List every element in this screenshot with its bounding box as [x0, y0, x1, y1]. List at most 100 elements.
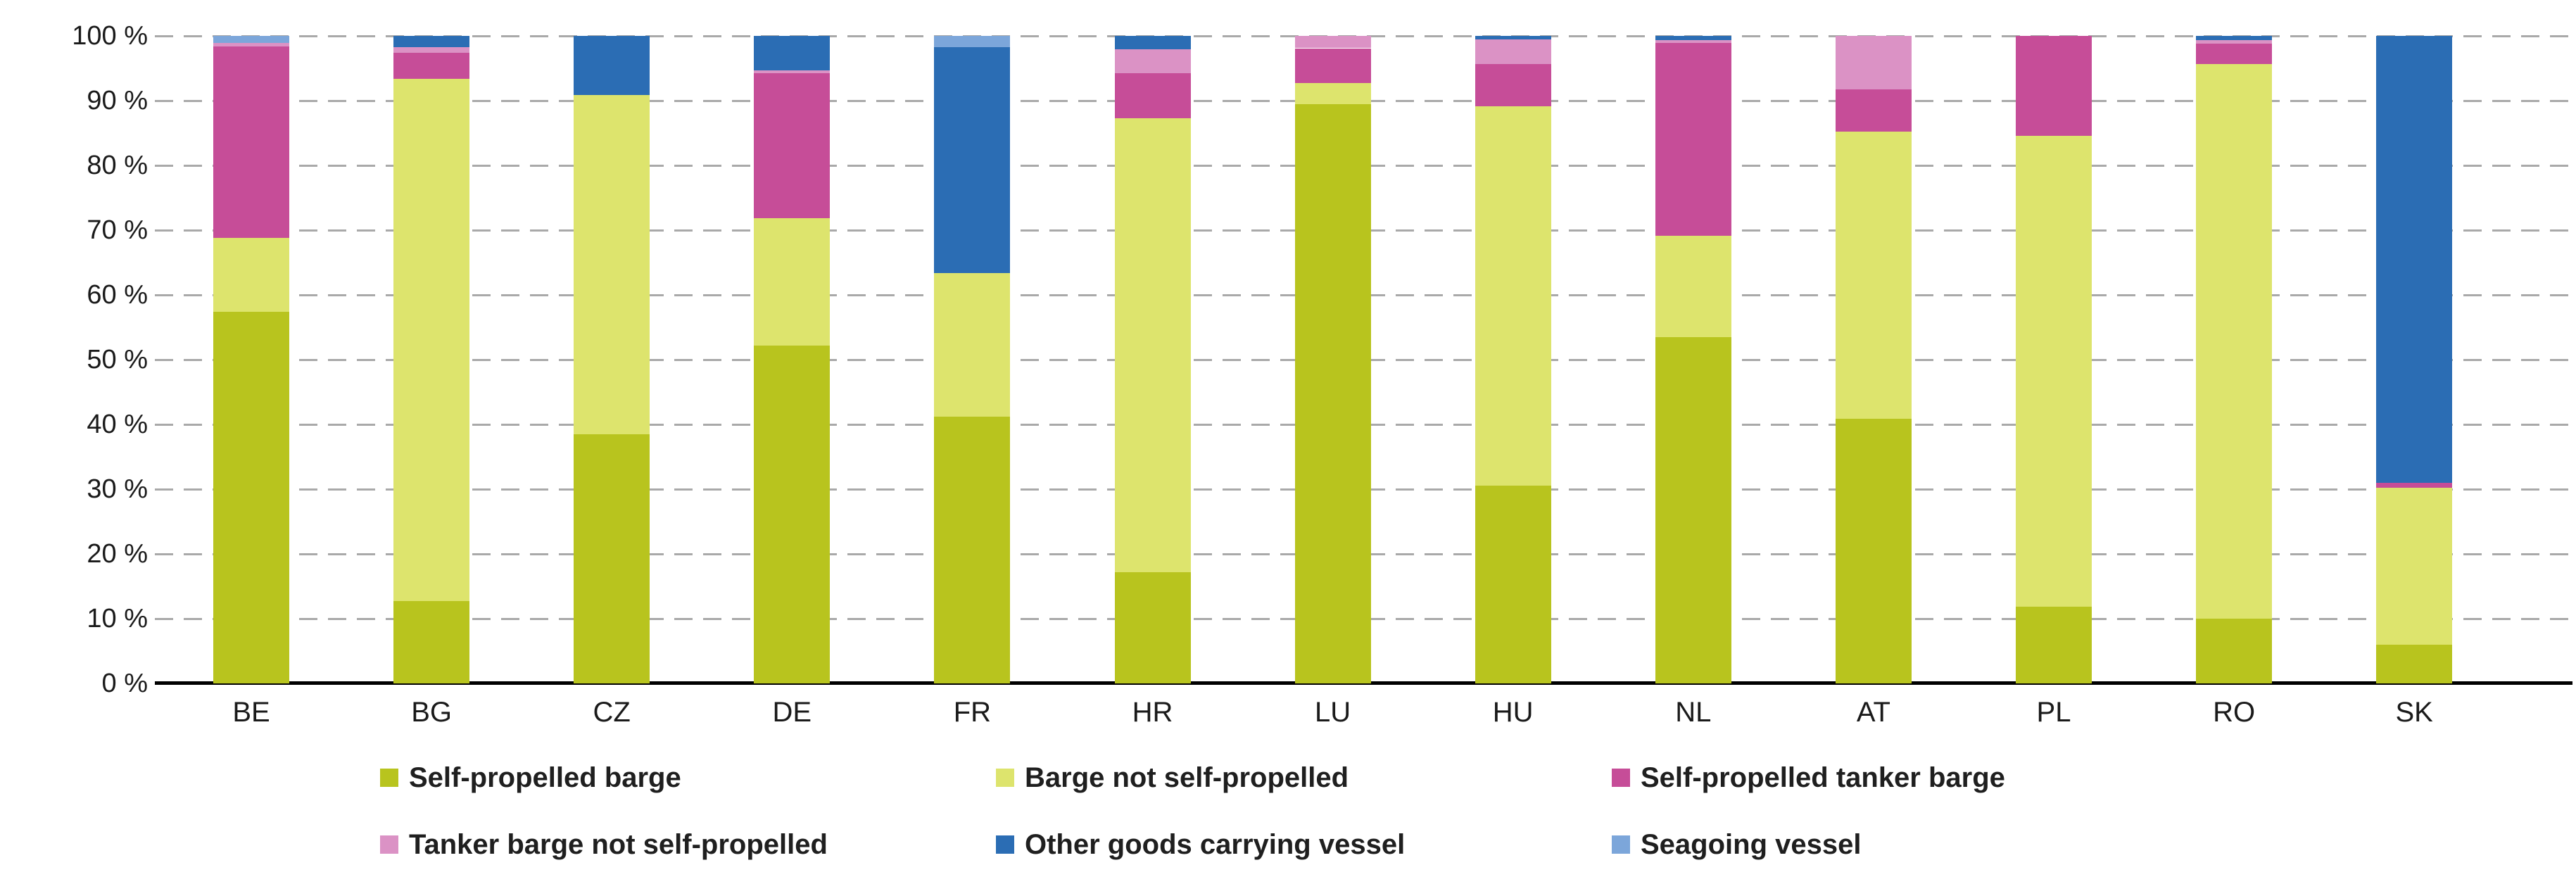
bar-nl-segment-tanker-barge-not-self-propelled — [1655, 39, 1731, 44]
bar-pl — [2016, 36, 2092, 683]
x-tick-label-be: BE — [232, 697, 270, 728]
plot-area — [155, 34, 2572, 685]
bar-ro — [2196, 36, 2273, 683]
bar-hu-segment-self-propelled-barge — [1475, 486, 1551, 683]
bar-at — [1835, 36, 1912, 683]
legend-swatch-tanker-barge-not-self-propelled — [380, 835, 398, 854]
bar-hr — [1114, 36, 1191, 683]
bar-hr-segment-other-goods-carrying-vessel — [1114, 36, 1191, 50]
bar-nl-segment-self-propelled-tanker-barge — [1655, 43, 1731, 236]
legend-item-barge-not-self-propelled: Barge not self-propelled — [996, 760, 1349, 795]
bar-de-segment-self-propelled-tanker-barge — [754, 73, 831, 219]
x-tick-label-pl: PL — [2036, 697, 2071, 728]
gridline-100 — [155, 34, 2572, 37]
y-tick-label-100: 100 % — [72, 21, 148, 51]
bar-cz-segment-barge-not-self-propelled — [574, 94, 650, 434]
bar-be-segment-barge-not-self-propelled — [213, 238, 289, 312]
y-tick-label-60: 60 % — [87, 280, 148, 310]
x-tick-label-sk: SK — [2395, 697, 2433, 728]
bar-at-segment-barge-not-self-propelled — [1835, 132, 1912, 419]
bar-be-segment-tanker-barge-not-self-propelled — [213, 43, 289, 46]
bar-ro-segment-barge-not-self-propelled — [2196, 63, 2273, 619]
bar-ro-segment-other-goods-carrying-vessel — [2196, 36, 2273, 40]
bar-ro-segment-tanker-barge-not-self-propelled — [2196, 39, 2273, 44]
bar-bg-segment-barge-not-self-propelled — [393, 78, 470, 602]
x-tick-label-lu: LU — [1315, 697, 1351, 728]
legend-item-self-propelled-tanker-barge: Self-propelled tanker barge — [1612, 760, 2005, 795]
bar-sk-segment-self-propelled-barge — [2376, 644, 2453, 683]
bar-fr-segment-self-propelled-barge — [934, 416, 1011, 683]
legend-label-seagoing-vessel: Seagoing vessel — [1641, 828, 1862, 860]
y-tick-label-0: 0 % — [101, 669, 148, 698]
bar-hr-segment-barge-not-self-propelled — [1114, 118, 1191, 572]
bar-sk-segment-other-goods-carrying-vessel — [2376, 36, 2453, 483]
y-tick-label-80: 80 % — [87, 151, 148, 180]
bar-fr-segment-seagoing-vessel — [934, 36, 1011, 47]
bar-be-segment-seagoing-vessel — [213, 36, 289, 44]
bar-nl-segment-other-goods-carrying-vessel — [1655, 36, 1731, 40]
bar-fr-segment-barge-not-self-propelled — [934, 272, 1011, 417]
bar-hu-segment-barge-not-self-propelled — [1475, 106, 1551, 486]
y-tick-label-50: 50 % — [87, 345, 148, 374]
bar-bg-segment-other-goods-carrying-vessel — [393, 36, 470, 47]
y-tick-label-40: 40 % — [87, 410, 148, 439]
bar-hu-segment-other-goods-carrying-vessel — [1475, 36, 1551, 39]
bar-sk — [2376, 36, 2453, 683]
legend-label-other-goods-carrying-vessel: Other goods carrying vessel — [1025, 828, 1406, 860]
bar-de-segment-self-propelled-barge — [754, 345, 831, 683]
bar-fr — [934, 36, 1011, 683]
bar-cz-segment-other-goods-carrying-vessel — [574, 36, 650, 95]
bar-at-segment-tanker-barge-not-self-propelled — [1835, 36, 1912, 90]
legend-item-tanker-barge-not-self-propelled: Tanker barge not self-propelled — [380, 827, 828, 862]
legend-label-self-propelled-barge: Self-propelled barge — [409, 762, 681, 793]
bar-hu-segment-self-propelled-tanker-barge — [1475, 64, 1551, 107]
legend-label-barge-not-self-propelled: Barge not self-propelled — [1025, 762, 1349, 793]
bar-at-segment-self-propelled-barge — [1835, 418, 1912, 683]
bar-de-segment-other-goods-carrying-vessel — [754, 36, 831, 70]
bar-be — [213, 36, 289, 683]
bar-sk-segment-self-propelled-tanker-barge — [2376, 482, 2453, 488]
x-tick-label-bg: BG — [411, 697, 452, 728]
bar-at-segment-self-propelled-tanker-barge — [1835, 89, 1912, 132]
bar-lu-segment-barge-not-self-propelled — [1294, 83, 1371, 104]
bar-hr-segment-tanker-barge-not-self-propelled — [1114, 49, 1191, 74]
y-tick-label-70: 70 % — [87, 215, 148, 245]
bar-ro-segment-self-propelled-barge — [2196, 619, 2273, 683]
bar-pl-segment-self-propelled-tanker-barge — [2016, 36, 2092, 136]
x-tick-label-ro: RO — [2213, 697, 2256, 728]
bar-hr-segment-self-propelled-barge — [1114, 572, 1191, 683]
y-tick-label-10: 10 % — [87, 604, 148, 633]
bar-bg — [393, 36, 470, 683]
bar-hu-segment-tanker-barge-not-self-propelled — [1475, 39, 1551, 65]
legend-swatch-other-goods-carrying-vessel — [996, 835, 1014, 854]
bar-hr-segment-self-propelled-tanker-barge — [1114, 73, 1191, 118]
x-tick-label-de: DE — [772, 697, 812, 728]
x-tick-label-nl: NL — [1675, 697, 1712, 728]
bar-cz — [574, 36, 650, 683]
legend-label-self-propelled-tanker-barge: Self-propelled tanker barge — [1641, 762, 2005, 793]
y-tick-label-20: 20 % — [87, 539, 148, 569]
bar-nl-segment-barge-not-self-propelled — [1655, 236, 1731, 337]
bar-bg-segment-tanker-barge-not-self-propelled — [393, 46, 470, 53]
legend-swatch-barge-not-self-propelled — [996, 769, 1014, 787]
bar-be-segment-self-propelled-tanker-barge — [213, 46, 289, 239]
bar-bg-segment-self-propelled-tanker-barge — [393, 52, 470, 79]
bar-fr-segment-other-goods-carrying-vessel — [934, 46, 1011, 273]
bar-de-segment-tanker-barge-not-self-propelled — [754, 70, 831, 74]
y-tick-label-30: 30 % — [87, 474, 148, 504]
legend-item-seagoing-vessel: Seagoing vessel — [1612, 827, 1861, 862]
x-tick-label-hu: HU — [1492, 697, 1534, 728]
x-tick-label-cz: CZ — [593, 697, 631, 728]
x-tick-label-at: AT — [1856, 697, 1890, 728]
legend-label-tanker-barge-not-self-propelled: Tanker barge not self-propelled — [409, 828, 828, 860]
bar-nl — [1655, 36, 1731, 683]
bar-nl-segment-self-propelled-barge — [1655, 336, 1731, 683]
bar-de-segment-barge-not-self-propelled — [754, 218, 831, 346]
legend-swatch-self-propelled-tanker-barge — [1612, 769, 1630, 787]
bar-lu-segment-self-propelled-tanker-barge — [1294, 48, 1371, 84]
x-tick-label-fr: FR — [953, 697, 992, 728]
bar-pl-segment-barge-not-self-propelled — [2016, 135, 2092, 607]
legend-swatch-self-propelled-barge — [380, 769, 398, 787]
legend-swatch-seagoing-vessel — [1612, 835, 1630, 854]
